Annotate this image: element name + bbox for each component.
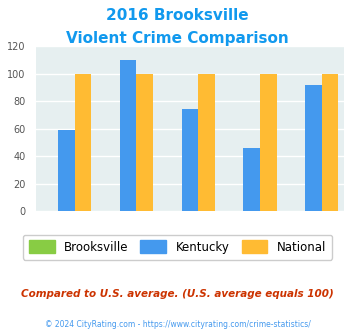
Bar bbox=[305, 85, 322, 211]
Bar bbox=[136, 74, 153, 211]
Bar bbox=[244, 148, 260, 211]
Bar bbox=[120, 60, 136, 211]
Bar bbox=[75, 74, 91, 211]
Text: Murder & Mans...: Murder & Mans... bbox=[91, 236, 165, 245]
Bar bbox=[58, 130, 75, 211]
Text: 2016 Brooksville: 2016 Brooksville bbox=[106, 8, 249, 23]
Bar bbox=[182, 110, 198, 211]
Legend: Brooksville, Kentucky, National: Brooksville, Kentucky, National bbox=[23, 235, 332, 260]
Text: Aggravated Assault: Aggravated Assault bbox=[209, 236, 294, 245]
Text: Rape: Rape bbox=[302, 250, 324, 259]
Bar bbox=[260, 74, 277, 211]
Text: Compared to U.S. average. (U.S. average equals 100): Compared to U.S. average. (U.S. average … bbox=[21, 289, 334, 299]
Text: Robbery: Robbery bbox=[172, 250, 208, 259]
Text: © 2024 CityRating.com - https://www.cityrating.com/crime-statistics/: © 2024 CityRating.com - https://www.city… bbox=[45, 320, 310, 329]
Text: All Violent Crime: All Violent Crime bbox=[31, 250, 102, 259]
Bar bbox=[322, 74, 338, 211]
Bar bbox=[198, 74, 215, 211]
Text: Violent Crime Comparison: Violent Crime Comparison bbox=[66, 31, 289, 46]
